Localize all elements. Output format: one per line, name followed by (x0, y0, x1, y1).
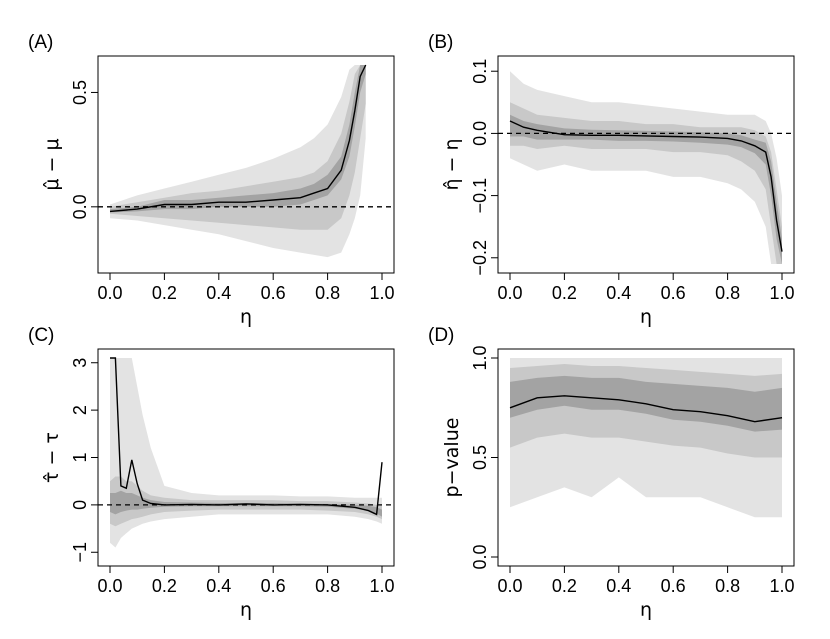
panel-b-estimate-line (509, 120, 783, 252)
panel-d-x-tick-label: 0.6 (661, 576, 686, 596)
panel-a-y-tick-label: 0.0 (70, 194, 90, 219)
panel-c-y-tick-label: 0 (70, 500, 90, 510)
panel-b-x-tick-label: 0.6 (661, 283, 686, 303)
panel-b-y-axis-label: η̂ − η (441, 138, 463, 190)
panel-c-x-axis-label: η (240, 599, 252, 621)
panel-c-y-tick-label: 2 (70, 405, 90, 415)
panel-d-x-tick-label: 1.0 (769, 576, 794, 596)
panel-b-x-axis-label: η (640, 306, 652, 328)
panel-c-x-tick-label: 0.6 (261, 576, 286, 596)
panel-d: 0.0 0.2 0.4 0.6 0.8 1.0 0.0 0.5 1.0 η p−value (D) (428, 325, 795, 621)
panel-c-label: (C) (28, 325, 54, 346)
panel-c-x-tick-label: 0.2 (152, 576, 177, 596)
panel-c-y-tick-label: 3 (70, 358, 90, 368)
panel-a-x-tick-label: 0.6 (261, 283, 286, 303)
panel-b-x-tick-label: 0.4 (606, 283, 631, 303)
panel-d-x-axis-label: η (640, 599, 652, 621)
panel-b-label: (B) (428, 32, 453, 53)
panel-c-estimate-line (110, 357, 383, 516)
panel-a: 0.0 0.2 0.4 0.6 0.8 1.0 0.0 0.5 η μ̂ − μ (A) (28, 32, 395, 328)
panel-a-x-tick-label: 0.0 (97, 283, 122, 303)
panel-d-x-tick-label: 0.4 (606, 576, 631, 596)
panel-c-x-tick-label: 0.0 (97, 576, 122, 596)
panel-a-x-tick-label: 0.8 (315, 283, 340, 303)
panel-c-y-tick-label: 1 (70, 452, 90, 462)
panel-c-x-tick-label: 1.0 (369, 576, 394, 596)
panel-b-band-outer (510, 71, 782, 264)
panel-b-x-tick-label: 0.0 (497, 283, 522, 303)
panel-a-x-tick-label: 0.4 (206, 283, 231, 303)
panel-c-band-outer (110, 358, 382, 548)
panel-b-y-tick-label: 0.0 (470, 121, 490, 146)
panel-b-y-tick-label: −0.2 (470, 240, 490, 276)
panel-d-y-axis-label: p−value (441, 418, 463, 498)
panel-a-x-tick-label: 0.2 (152, 283, 177, 303)
panel-d-y-tick-label: 1.0 (470, 345, 490, 370)
panel-d-x-tick-label: 0.0 (497, 576, 522, 596)
panel-a-y-axis-label: μ̂ − μ (41, 138, 63, 190)
panel-d-label: (D) (428, 325, 454, 346)
panel-c-y-tick-label: −1 (70, 542, 90, 563)
panel-b-y-tick-label: −0.1 (470, 178, 490, 214)
panel-a-y-tick-label: 0.5 (70, 80, 90, 105)
panel-c-x-tick-label: 0.8 (315, 576, 340, 596)
panel-b-y-tick-label: 0.1 (470, 59, 490, 84)
panel-b: 0.0 0.2 0.4 0.6 0.8 1.0 −0.2 −0.1 0.0 0.1 η η̂ − η (… (428, 32, 795, 328)
panel-a-estimate-line (109, 64, 367, 213)
panel-a-label: (A) (28, 32, 53, 53)
panel-b-x-tick-label: 0.2 (552, 283, 577, 303)
panel-a-x-tick-label: 1.0 (369, 283, 394, 303)
panel-c-x-tick-label: 0.4 (206, 576, 231, 596)
panel-d-y-tick-label: 0.5 (470, 445, 490, 470)
panel-d-x-tick-label: 0.8 (715, 576, 740, 596)
panel-c-y-axis-label: τ̂ − τ (41, 432, 63, 483)
panel-c: 0.0 0.2 0.4 0.6 0.8 1.0 −1 0 1 2 3 η τ̂ − τ (C) (28, 325, 395, 621)
panel-d-x-tick-label: 0.2 (552, 576, 577, 596)
panel-b-x-tick-label: 0.8 (715, 283, 740, 303)
panel-c-band-middle (110, 476, 382, 527)
panel-d-y-tick-label: 0.0 (470, 544, 490, 569)
panel-b-x-tick-label: 1.0 (769, 283, 794, 303)
panel-d-estimate-line (509, 395, 783, 423)
panel-a-x-axis-label: η (240, 306, 252, 328)
